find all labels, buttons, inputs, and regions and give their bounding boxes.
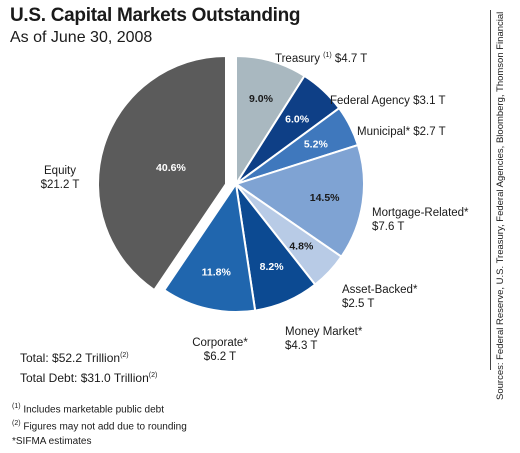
footnote-2: (2) Figures may not add due to rounding bbox=[12, 417, 187, 434]
total-label: Total: $52.2 Trillion bbox=[20, 351, 121, 365]
pie-category-label: Corporate* $6.2 T bbox=[192, 337, 248, 363]
footnote-2-text: Figures may not add due to rounding bbox=[20, 421, 187, 433]
pie-percent-label: 9.0% bbox=[249, 93, 274, 105]
footnote-2-marker: (2) bbox=[12, 420, 21, 428]
chart-title: U.S. Capital Markets Outstanding bbox=[10, 5, 301, 26]
footnote-3: *SIFMA estimates bbox=[12, 435, 92, 447]
pie-category-label: Municipal* $2.7 T bbox=[357, 126, 446, 138]
chart-subtitle: As of June 30, 2008 bbox=[10, 29, 153, 46]
pie-percent-label: 5.2% bbox=[304, 138, 329, 150]
total-debt-footnote-ref: (2) bbox=[148, 372, 158, 379]
pie-slice-mortgage-related bbox=[233, 143, 365, 259]
pie-percent-label: 40.6% bbox=[156, 162, 186, 174]
pie-category-label: Money Market* $4.3 T bbox=[285, 326, 363, 352]
total-line: Total: $52.2 Trillion(2) bbox=[20, 347, 157, 367]
pie-category-label: Federal Agency $3.1 T bbox=[330, 95, 446, 107]
pie-percent-label: 6.0% bbox=[285, 113, 310, 125]
footnotes: (1) Includes marketable public debt (2) … bbox=[12, 400, 187, 449]
total-footnote-ref: (2) bbox=[120, 352, 129, 359]
pie-percent-label: 8.2% bbox=[260, 261, 285, 273]
pie-percent-label: 11.8% bbox=[202, 266, 232, 278]
footnote-1: (1) Includes marketable public debt bbox=[12, 400, 187, 417]
footnote-1-text: Includes marketable public debt bbox=[20, 404, 164, 416]
divider-line bbox=[490, 10, 491, 370]
pie-category-label: Treasury (1) $4.7 T bbox=[275, 52, 367, 65]
pie-category-label: Asset-Backed* $2.5 T bbox=[342, 284, 418, 310]
footnote-1-marker: (1) bbox=[12, 403, 21, 410]
sources-text: Sources: Federal Reserve, U.S. Treasury,… bbox=[495, 11, 506, 400]
pie-category-label: Mortgage-Related* $7.6 T bbox=[372, 207, 469, 233]
pie-slice-equity bbox=[97, 54, 227, 292]
pie-category-label: Equity $21.2 T bbox=[41, 165, 80, 191]
total-debt-line: Total Debt: $31.0 Trillion(2) bbox=[20, 367, 157, 387]
totals-block: Total: $52.2 Trillion(2) Total Debt: $31… bbox=[20, 347, 157, 387]
pie-percent-label: 14.5% bbox=[310, 192, 340, 204]
pie-percent-label: 4.8% bbox=[289, 240, 314, 252]
total-debt-label: Total Debt: $31.0 Trillion bbox=[20, 371, 149, 385]
pie-slice-corporate bbox=[162, 181, 257, 313]
